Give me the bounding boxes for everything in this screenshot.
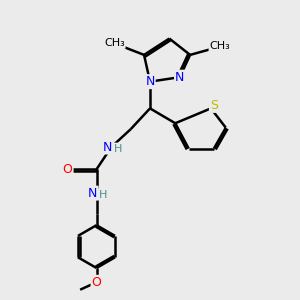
Text: N: N xyxy=(175,71,184,84)
Text: H: H xyxy=(114,143,122,154)
Text: N: N xyxy=(88,187,98,200)
Text: O: O xyxy=(63,163,73,176)
Text: CH₃: CH₃ xyxy=(209,41,230,51)
Text: S: S xyxy=(210,99,218,112)
Text: O: O xyxy=(92,276,101,289)
Text: H: H xyxy=(99,190,107,200)
Text: CH₃: CH₃ xyxy=(104,38,125,48)
Text: N: N xyxy=(103,140,112,154)
Text: N: N xyxy=(145,75,155,88)
